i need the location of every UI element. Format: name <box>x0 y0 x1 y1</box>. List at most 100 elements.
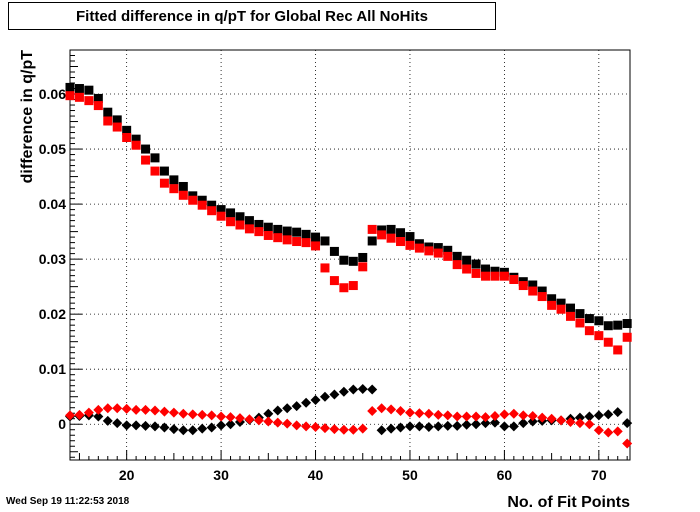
data-point-square <box>311 232 321 242</box>
data-point-square <box>528 286 538 296</box>
data-point-square <box>556 298 566 308</box>
y-tick-label: 0 <box>58 416 66 432</box>
data-point-diamond <box>338 386 349 397</box>
data-point-diamond <box>244 414 255 425</box>
data-point-diamond <box>159 406 170 417</box>
data-point-diamond <box>310 395 321 406</box>
data-point-square <box>386 233 396 243</box>
data-point-diamond <box>489 410 500 421</box>
data-point-square <box>367 224 377 234</box>
data-point-square <box>329 246 339 256</box>
data-point-diamond <box>319 391 330 402</box>
data-point-diamond <box>518 410 529 421</box>
data-point-square <box>424 246 434 256</box>
data-point-square <box>537 292 547 302</box>
data-point-diamond <box>518 418 529 429</box>
data-point-diamond <box>546 413 557 424</box>
data-point-diamond <box>584 419 595 430</box>
data-point-diamond <box>112 418 123 429</box>
data-point-square <box>566 311 576 321</box>
data-point-diamond <box>612 407 623 418</box>
data-point-diamond <box>622 418 633 429</box>
data-point-diamond <box>537 412 548 423</box>
data-point-square <box>367 236 377 246</box>
data-point-diamond <box>423 408 434 419</box>
data-point-diamond <box>395 422 406 433</box>
data-point-square <box>386 224 396 234</box>
data-point-diamond <box>310 421 321 432</box>
data-point-square <box>103 107 113 117</box>
data-point-square <box>93 93 103 103</box>
data-point-square <box>452 260 462 270</box>
data-point-square <box>594 316 604 326</box>
data-point-square <box>462 264 472 274</box>
data-point-square <box>584 326 594 336</box>
data-point-diamond <box>329 389 340 400</box>
data-point-square <box>122 125 132 135</box>
data-point-diamond <box>376 403 387 414</box>
data-point-diamond <box>102 403 113 414</box>
data-point-diamond <box>593 425 604 436</box>
data-point-square <box>150 166 160 176</box>
data-point-diamond <box>527 416 538 427</box>
data-point-square <box>556 304 566 314</box>
data-point-diamond <box>452 420 463 431</box>
x-tick-label: 40 <box>308 467 324 483</box>
data-point-diamond <box>471 419 482 430</box>
data-point-diamond <box>65 410 75 421</box>
data-point-diamond <box>404 421 415 432</box>
data-point-square <box>188 195 198 205</box>
data-point-square <box>244 224 254 234</box>
data-point-square <box>603 337 613 347</box>
data-point-diamond <box>301 397 312 408</box>
data-point-square <box>292 227 302 237</box>
data-point-diamond <box>272 405 283 416</box>
data-point-diamond <box>338 424 349 435</box>
data-point-square <box>575 309 585 319</box>
data-point-square <box>471 259 481 269</box>
data-point-square <box>566 303 576 313</box>
data-point-square <box>490 271 500 281</box>
data-point-square <box>348 281 358 291</box>
data-point-diamond <box>291 401 302 412</box>
data-point-diamond <box>480 418 491 429</box>
data-point-diamond <box>367 384 378 395</box>
data-point-square <box>613 320 623 330</box>
data-point-square <box>169 175 179 185</box>
data-point-square <box>518 281 528 291</box>
data-point-diamond <box>357 423 368 434</box>
data-point-diamond <box>414 421 425 432</box>
data-point-square <box>263 222 273 232</box>
data-point-square <box>584 314 594 324</box>
data-point-square <box>112 115 122 125</box>
data-point-diamond <box>149 421 160 432</box>
data-point-square <box>282 226 292 236</box>
data-point-square <box>594 331 604 341</box>
data-point-square <box>254 227 264 237</box>
data-point-diamond <box>574 418 585 429</box>
data-point-diamond <box>574 412 585 423</box>
data-point-diamond <box>433 421 444 432</box>
data-point-square <box>178 181 188 191</box>
data-point-diamond <box>197 423 208 434</box>
data-point-diamond <box>461 419 472 430</box>
data-point-square <box>320 236 330 246</box>
data-point-diamond <box>442 410 453 421</box>
data-point-square <box>74 84 84 94</box>
data-point-square <box>358 262 368 272</box>
data-point-diamond <box>423 421 434 432</box>
data-point-square <box>207 206 217 216</box>
data-point-diamond <box>367 406 378 417</box>
y-axis-title: difference in q/pT <box>19 50 36 184</box>
data-point-diamond <box>622 438 633 449</box>
y-tick-label: 0.05 <box>39 141 66 157</box>
data-point-diamond <box>131 404 142 415</box>
y-tick-label: 0.04 <box>39 196 66 212</box>
data-point-diamond <box>149 405 160 416</box>
data-point-diamond <box>499 409 510 420</box>
data-point-diamond <box>386 423 397 434</box>
x-tick-label: 30 <box>213 467 229 483</box>
data-point-diamond <box>168 407 179 418</box>
data-point-diamond <box>83 407 94 418</box>
data-point-diamond <box>197 409 208 420</box>
